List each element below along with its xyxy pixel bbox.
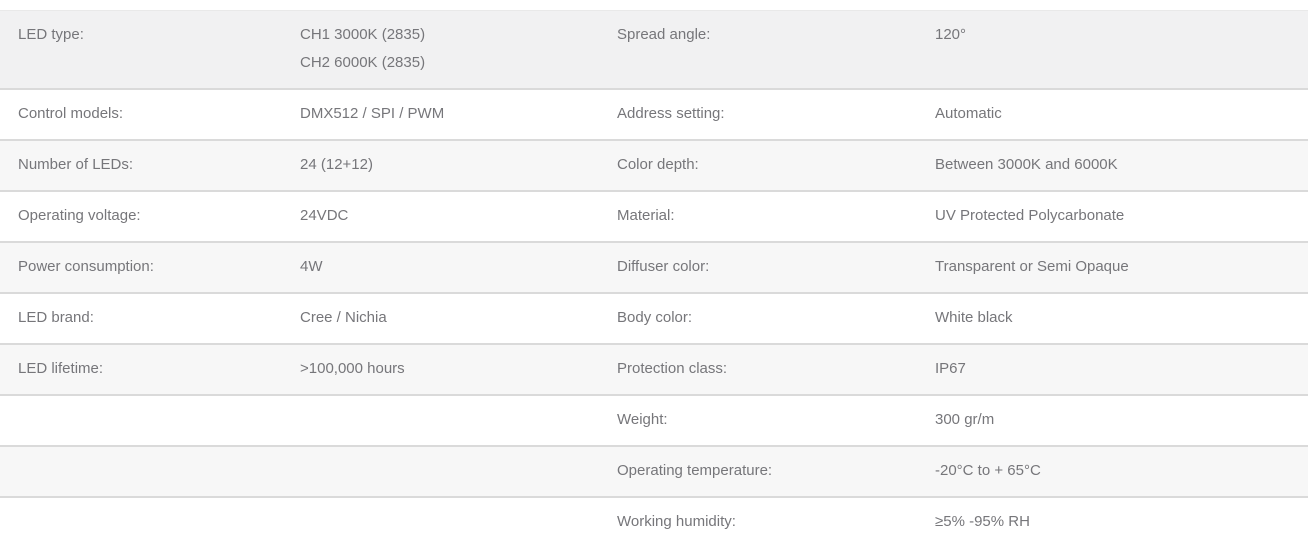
spec-row: Power consumption: 4W Diffuser color: Trans… [0, 241, 1308, 292]
spec-label-right: Protection class: [617, 360, 728, 377]
spec-value-right: -20°C to + 65°C [935, 462, 1041, 479]
spec-label-left: Power consumption: [18, 258, 154, 275]
spec-label-left: Operating voltage: [18, 207, 141, 224]
spec-row: LED type: CH1 3000K (2835) CH2 6000K (2835… [0, 10, 1308, 88]
spec-value-left: 4W [300, 258, 323, 275]
spec-value-left: 24 (12+12) [300, 156, 373, 173]
spec-label-left: Control models: [18, 105, 124, 122]
spec-label-right: Weight: [617, 411, 668, 428]
spec-label-right: Color depth: [617, 156, 699, 173]
spec-label-right: Operating temperature: [617, 462, 773, 479]
spec-label-right: Address setting: [617, 105, 725, 122]
spec-value-right: 300 gr/m [935, 411, 995, 428]
spec-row: Operating temperature: -20°C to + 65°C [0, 445, 1308, 496]
spec-value-right: ≥5% -95% RH [935, 513, 1030, 530]
spec-label-left: LED type: [18, 26, 84, 43]
spec-value-left: CH1 3000K (2835) CH2 6000K (2835) [300, 11, 617, 88]
spec-label-right: Working humidity: [617, 513, 736, 530]
spec-row: Control models: DMX512 / SPI / PWM Address… [0, 88, 1308, 139]
spec-row: LED lifetime: >100,000 hours Protection cl… [0, 343, 1308, 394]
spec-value-left: 24VDC [300, 207, 349, 224]
spec-row: Number of LEDs: 24 (12+12) Color depth: Bet… [0, 139, 1308, 190]
spec-label-left: LED lifetime: [18, 360, 104, 377]
spec-value-line: CH1 3000K (2835) [300, 26, 426, 43]
spec-value-right: Automatic [935, 105, 1002, 122]
spec-label-right: Body color: [617, 309, 693, 326]
specifications-table: LED type: CH1 3000K (2835) CH2 6000K (2835… [0, 10, 1308, 545]
spec-value-right: IP67 [935, 360, 966, 377]
spec-label-right: Material: [617, 207, 675, 224]
spec-value-right: UV Protected Polycarbonate [935, 207, 1125, 224]
spec-row: LED brand: Cree / Nichia Body color: White … [0, 292, 1308, 343]
spec-value-left [300, 498, 617, 545]
spec-value-line: CH2 6000K (2835) [300, 54, 426, 71]
spec-value-left [300, 396, 617, 445]
spec-row: Working humidity: ≥5% -95% RH [0, 496, 1308, 545]
spec-value-right: White black [935, 309, 1013, 326]
spec-value-left: DMX512 / SPI / PWM [300, 105, 445, 122]
spec-value-right: Transparent or Semi Opaque [935, 258, 1129, 275]
spec-label-right: Diffuser color: [617, 258, 710, 275]
spec-value-left [300, 447, 617, 496]
spec-label-left [0, 447, 300, 496]
spec-row: Weight: 300 gr/m [0, 394, 1308, 445]
spec-value-left: Cree / Nichia [300, 309, 387, 326]
spec-label-left: Number of LEDs: [18, 156, 134, 173]
spec-value-left: >100,000 hours [300, 360, 405, 377]
spec-label-left [0, 498, 300, 545]
spec-label-left [0, 396, 300, 445]
spec-label-right: Spread angle: [617, 26, 711, 43]
spec-value-right: Between 3000K and 6000K [935, 156, 1118, 173]
spec-label-left: LED brand: [18, 309, 94, 326]
spec-value-right: 120° [935, 26, 967, 43]
spec-row: Operating voltage: 24VDC Material: UV Prote… [0, 190, 1308, 241]
